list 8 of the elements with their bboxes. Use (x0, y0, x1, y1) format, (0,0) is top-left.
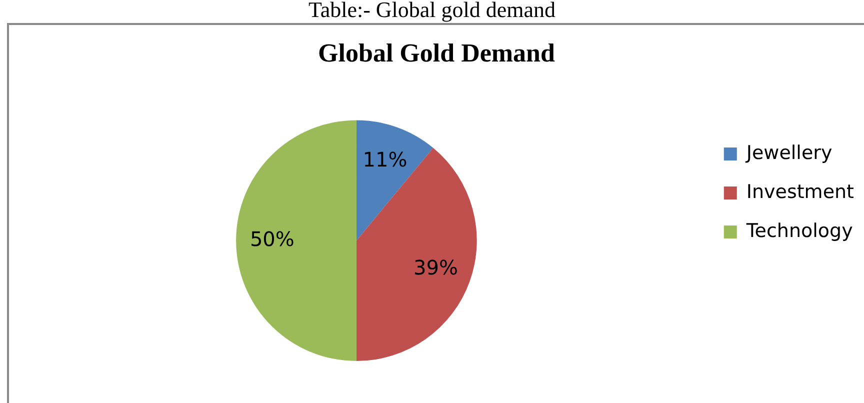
chart-title: Global Gold Demand (318, 38, 556, 68)
data-label: 11% (362, 148, 408, 172)
legend-label: Technology (745, 220, 853, 242)
legend-label: Investment (746, 180, 854, 203)
text: Table:- Global gold demand (307, 0, 557, 23)
data-label: 39% (414, 255, 458, 280)
legend-label: Jewellery (745, 142, 832, 164)
data-label: 50% (250, 226, 294, 251)
